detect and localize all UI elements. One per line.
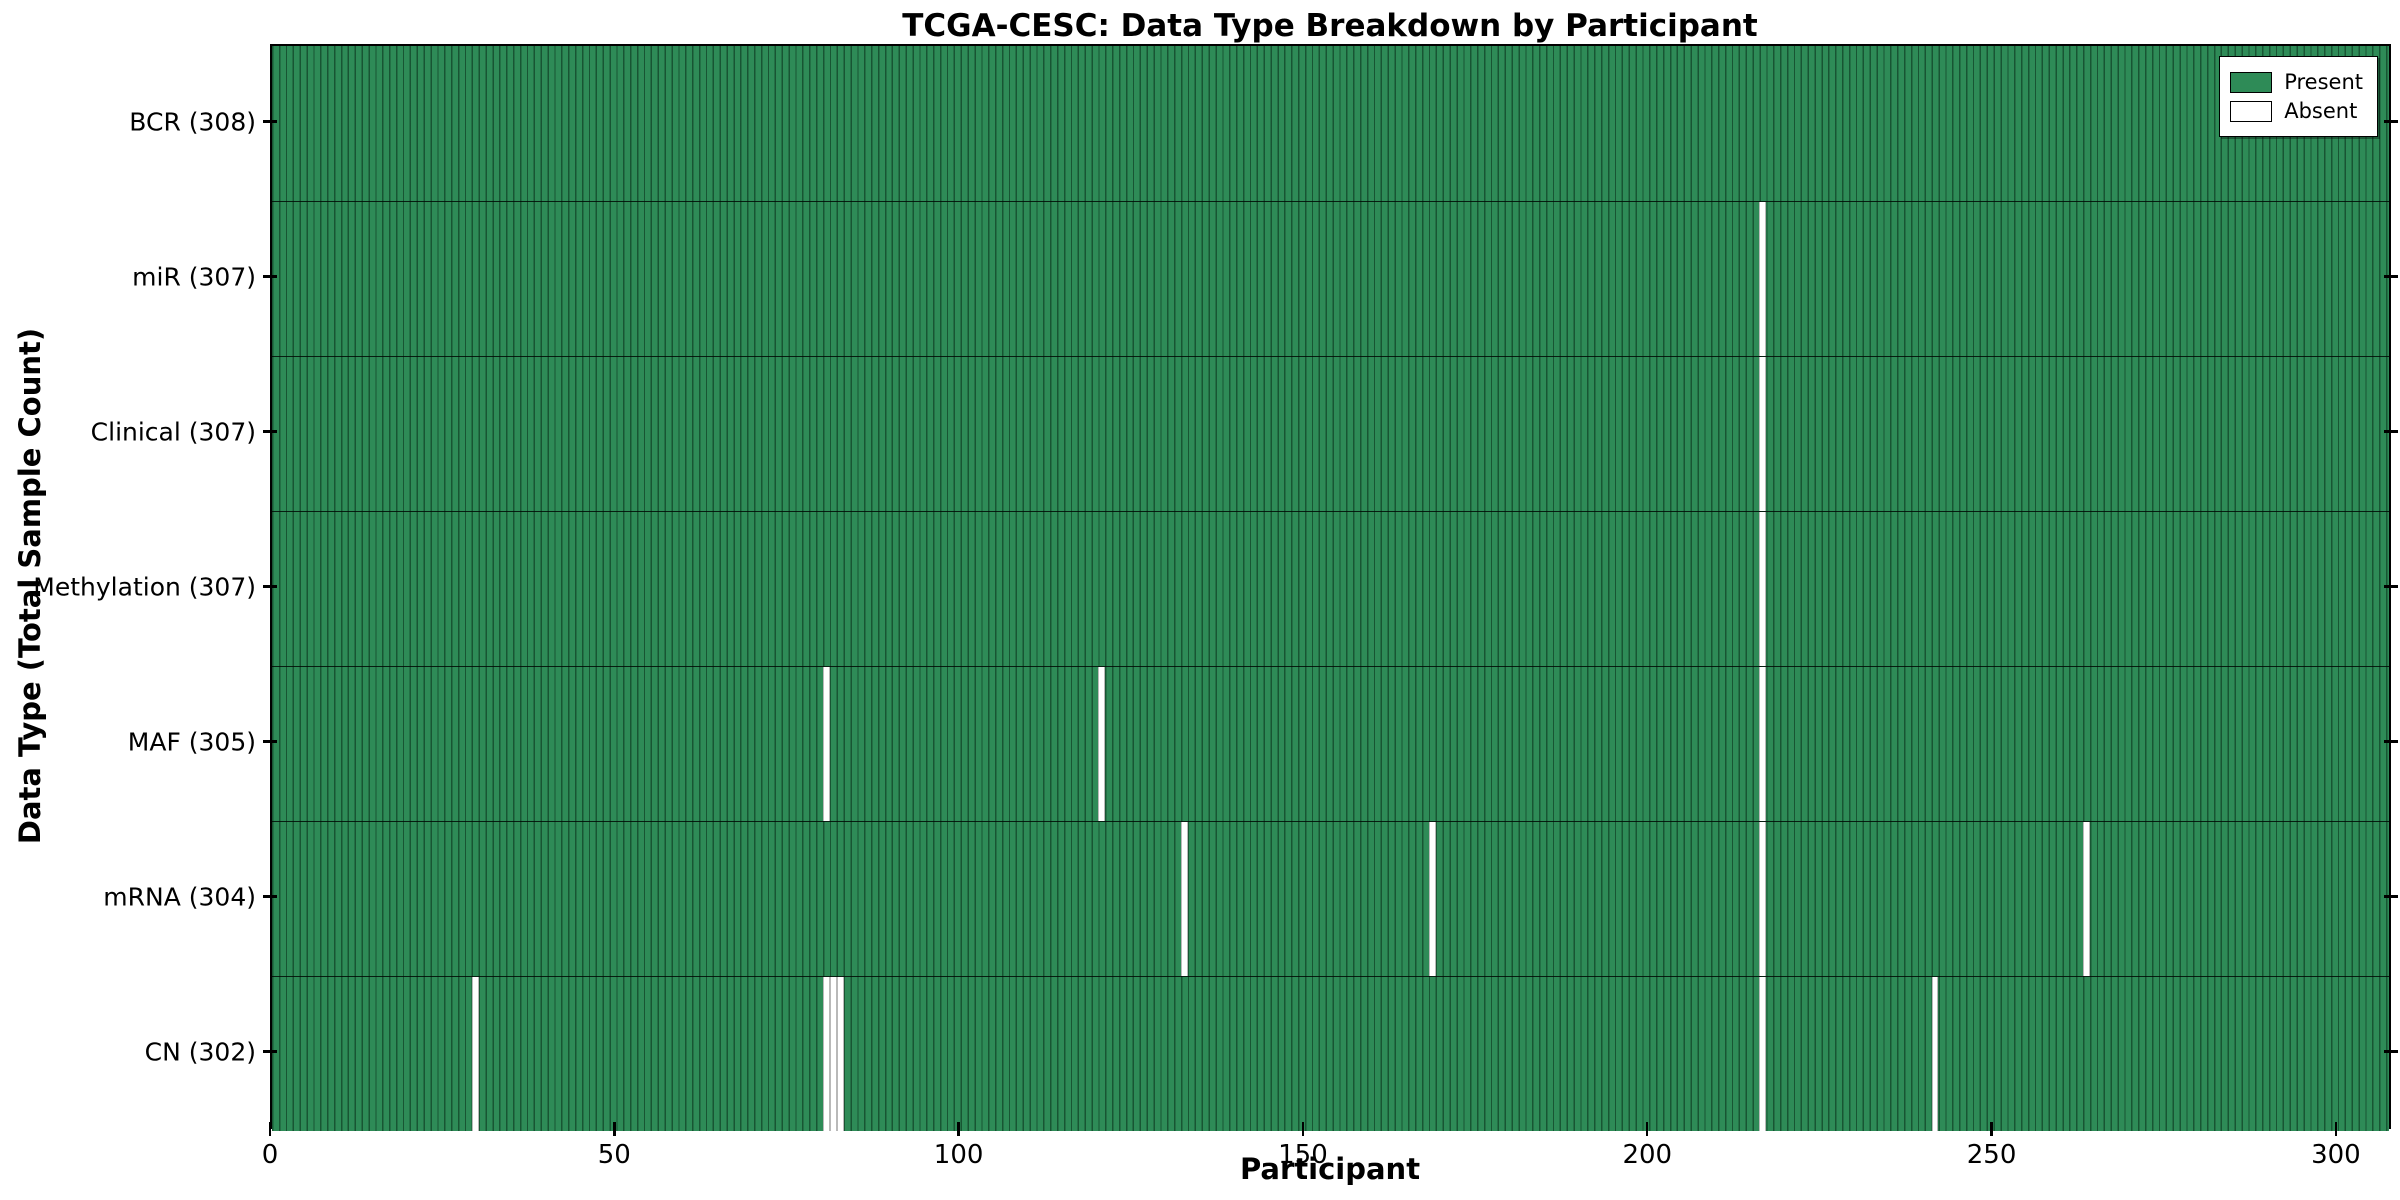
legend-label-absent: Absent: [2284, 99, 2358, 123]
absent-bar-mrna-132: [1181, 822, 1188, 976]
row-maf: [272, 666, 2389, 821]
legend-swatch-absent: [2230, 100, 2273, 122]
y-tick-right: [2384, 895, 2398, 898]
x-tick-label-250: 250: [1966, 1140, 2017, 1170]
x-tick-mark-150: [1301, 1122, 1305, 1136]
y-tick-label-maf: MAF (305): [127, 727, 256, 756]
legend-entry-present: Present: [2230, 70, 2363, 94]
x-axis-label: Participant: [1239, 1152, 1421, 1186]
y-tick-left: [263, 275, 277, 278]
x-tick-label-100: 100: [933, 1140, 984, 1170]
y-tick-right: [2384, 1050, 2398, 1053]
absent-bar-maf-216: [1759, 667, 1767, 821]
y-tick-label-methylation: Methylation (307): [33, 572, 256, 601]
absent-bar-mrna-263: [2083, 822, 2090, 976]
y-tick-right: [2384, 120, 2398, 123]
absent-bar-mrna-168: [1428, 822, 1436, 976]
y-tick-left: [263, 430, 277, 433]
y-tick-label-cn: CN (302): [144, 1037, 256, 1066]
absent-bar-methylation-216: [1759, 512, 1767, 666]
y-tick-label-clinical: Clinical (307): [90, 417, 256, 446]
x-tick-label-300: 300: [2311, 1140, 2361, 1170]
plot-area: Present Absent: [270, 44, 2391, 1131]
x-tick-mark-250: [1990, 1122, 1993, 1136]
row-mir: [272, 201, 2389, 356]
y-tick-label-bcr: BCR (308): [129, 107, 256, 136]
y-tick-left: [263, 585, 277, 588]
y-tick-right: [2384, 585, 2398, 588]
absent-bar-cn-241: [1931, 977, 1939, 1131]
legend: Present Absent: [2219, 56, 2378, 137]
absent-bar-cn-216: [1759, 977, 1767, 1131]
legend-swatch-present: [2230, 71, 2273, 93]
absent-bar-maf-80: [822, 667, 830, 821]
absent-bar-maf-120: [1098, 667, 1106, 821]
y-tick-right: [2384, 740, 2398, 743]
row-clinical: [272, 356, 2389, 511]
absent-bar-cn-82: [836, 977, 844, 1131]
y-tick-label-mrna: mRNA (304): [103, 882, 256, 911]
y-tick-left: [263, 120, 277, 123]
legend-entry-absent: Absent: [2230, 99, 2363, 123]
y-tick-right: [2384, 430, 2398, 433]
y-tick-right: [2384, 275, 2398, 278]
x-tick-mark-100: [957, 1122, 960, 1136]
row-mrna: [272, 821, 2389, 976]
absent-bar-clinical-216: [1759, 357, 1767, 511]
y-tick-left: [263, 740, 277, 743]
absent-bar-cn-29: [471, 977, 479, 1131]
absent-bar-mrna-216: [1759, 822, 1767, 976]
x-tick-mark-50: [613, 1122, 616, 1136]
row-methylation: [272, 511, 2389, 666]
legend-label-present: Present: [2284, 70, 2363, 94]
absent-bar-cn-81: [829, 977, 837, 1131]
x-tick-mark-300: [2334, 1122, 2338, 1136]
row-bcr: [272, 46, 2389, 201]
x-tick-label-200: 200: [1622, 1140, 1673, 1170]
absent-bar-cn-80: [822, 977, 830, 1131]
x-tick-mark-200: [1646, 1122, 1649, 1136]
absent-bar-mir-216: [1759, 202, 1767, 356]
x-tick-mark-0: [268, 1122, 272, 1136]
x-tick-label-0: 0: [261, 1140, 279, 1170]
chart-title: TCGA-CESC: Data Type Breakdown by Partic…: [902, 8, 1758, 44]
x-tick-label-150: 150: [1278, 1140, 1328, 1170]
y-tick-label-mir: miR (307): [132, 262, 256, 291]
y-tick-left: [263, 1050, 277, 1053]
row-cn: [272, 976, 2389, 1131]
y-tick-left: [263, 895, 277, 898]
x-tick-label-50: 50: [597, 1140, 631, 1170]
